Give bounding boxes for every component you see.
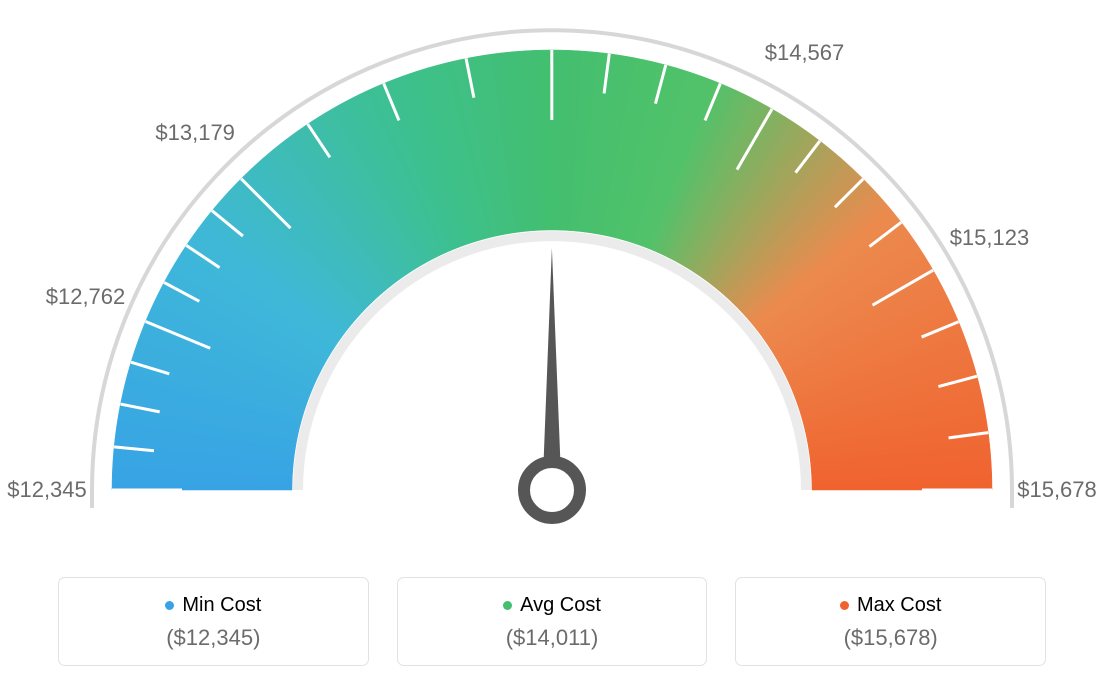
gauge-tick-label: $13,179 [155,120,235,146]
avg-cost-title: Avg Cost [503,594,601,617]
gauge-tick-label: $12,345 [7,477,87,503]
summary-cards: Min Cost ($12,345) Avg Cost ($14,011) Ma… [58,577,1046,666]
gauge-tick-label: $15,678 [1017,477,1097,503]
min-cost-title: Min Cost [165,594,261,617]
avg-cost-value: ($14,011) [398,625,707,651]
max-cost-card: Max Cost ($15,678) [735,577,1046,666]
gauge-tick-label: $12,762 [46,284,126,310]
max-cost-value: ($15,678) [736,625,1045,651]
avg-cost-card: Avg Cost ($14,011) [397,577,708,666]
max-cost-dot [840,601,849,610]
avg-cost-dot [503,601,512,610]
gauge-chart: $12,345$12,762$13,179$14,011$14,567$15,1… [0,0,1104,540]
min-cost-dot [165,601,174,610]
max-cost-title: Max Cost [840,594,941,617]
gauge-tick-label: $15,123 [950,225,1030,251]
min-cost-card: Min Cost ($12,345) [58,577,369,666]
max-cost-label: Max Cost [857,594,941,617]
min-cost-value: ($12,345) [59,625,368,651]
avg-cost-label: Avg Cost [520,594,601,617]
gauge-svg [0,0,1104,540]
min-cost-label: Min Cost [182,594,261,617]
gauge-tick-label: $14,567 [765,40,845,66]
